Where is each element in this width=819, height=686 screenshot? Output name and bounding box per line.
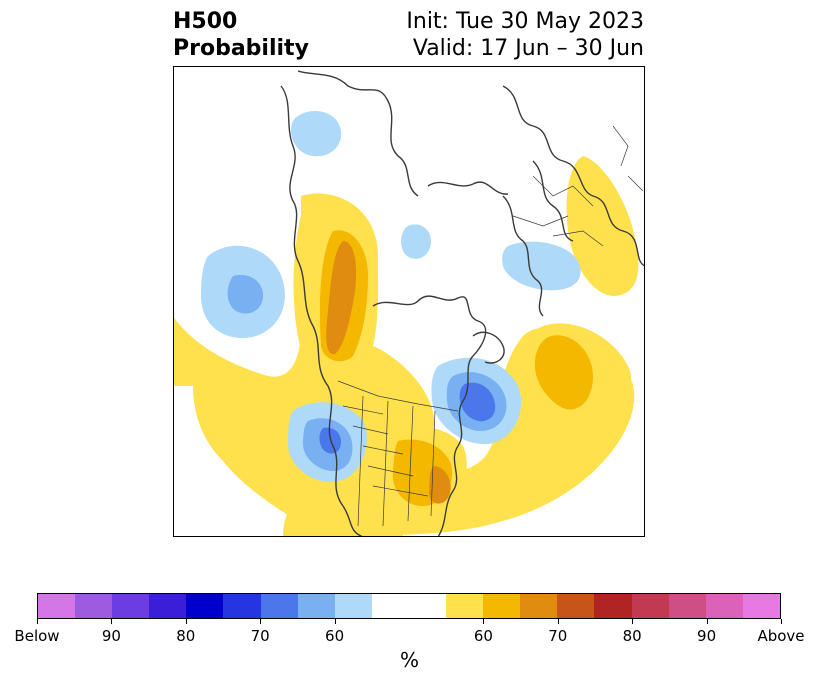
colorbar-segment bbox=[668, 594, 706, 618]
colorbar-tick-mark bbox=[260, 619, 262, 624]
colorbar-segment bbox=[520, 594, 558, 618]
below-60-siberia bbox=[291, 111, 342, 157]
colorbar bbox=[37, 593, 781, 619]
above-65-atlantic bbox=[534, 335, 593, 410]
colorbar-tick-label: 70 bbox=[250, 627, 270, 645]
colorbar-segment bbox=[297, 594, 335, 618]
title-right: Init: Tue 30 May 2023 Valid: 17 Jun – 30… bbox=[406, 8, 644, 62]
probability-map bbox=[173, 66, 645, 537]
colorbar-tick-label: Below bbox=[14, 627, 60, 645]
colorbar-tick-mark bbox=[483, 619, 485, 624]
colorbar-segment bbox=[631, 594, 669, 618]
anomaly-fills bbox=[173, 111, 639, 537]
colorbar-segment bbox=[75, 594, 113, 618]
colorbar-tick-mark bbox=[706, 619, 708, 624]
colorbar-segment bbox=[742, 594, 780, 618]
title-variable: H500 bbox=[173, 9, 238, 34]
colorbar-tick-label: 80 bbox=[176, 627, 196, 645]
colorbar-segment bbox=[705, 594, 743, 618]
above-60-band bbox=[173, 193, 635, 536]
colorbar-tick-label: 70 bbox=[548, 627, 568, 645]
colorbar-tick-mark bbox=[334, 619, 336, 624]
colorbar-segment bbox=[334, 594, 372, 618]
colorbar-segment bbox=[149, 594, 187, 618]
below-60-arctic bbox=[401, 224, 431, 259]
colorbar-tick-label: Above bbox=[757, 627, 805, 645]
colorbar-unit: % bbox=[399, 648, 419, 672]
colorbar-tick-mark bbox=[632, 619, 634, 624]
coastlines bbox=[280, 70, 645, 537]
above-60-europe bbox=[566, 156, 639, 296]
colorbar-tick-label: 80 bbox=[622, 627, 642, 645]
colorbar-tick-mark bbox=[781, 619, 782, 624]
colorbar-segment bbox=[483, 594, 521, 618]
above-70-east-us bbox=[428, 466, 451, 504]
colorbar-segment bbox=[223, 594, 261, 618]
map-frame bbox=[173, 66, 645, 537]
colorbar-segment bbox=[371, 594, 409, 618]
political-borders bbox=[337, 125, 644, 527]
init-date: Init: Tue 30 May 2023 bbox=[406, 9, 644, 34]
colorbar-tick-label: 60 bbox=[473, 627, 493, 645]
above-60-gulf bbox=[283, 501, 403, 537]
below-65-pacific bbox=[227, 274, 264, 314]
colorbar-segment bbox=[557, 594, 595, 618]
colorbar-tick-mark bbox=[557, 619, 559, 624]
valid-range: Valid: 17 Jun – 30 Jun bbox=[412, 36, 644, 61]
colorbar-segment bbox=[594, 594, 632, 618]
below-70-labrador bbox=[459, 382, 496, 422]
colorbar-segment bbox=[112, 594, 150, 618]
colorbar-tick-mark bbox=[185, 619, 187, 624]
colorbar-tick-label: 90 bbox=[101, 627, 121, 645]
colorbar-segment bbox=[408, 594, 447, 618]
title-type: Probability bbox=[173, 36, 309, 61]
colorbar-segment bbox=[186, 594, 224, 618]
above-70-pnw bbox=[326, 241, 357, 355]
colorbar-tick-label: 60 bbox=[325, 627, 345, 645]
colorbar-tick-mark bbox=[37, 619, 38, 624]
colorbar-tick-label: 90 bbox=[697, 627, 717, 645]
below-60-russia bbox=[502, 241, 581, 291]
colorbar-segment bbox=[38, 594, 76, 618]
colorbar-tick-mark bbox=[111, 619, 113, 624]
colorbar-segment bbox=[446, 594, 484, 618]
title-left: H500 Probability bbox=[173, 8, 309, 62]
colorbar-segment bbox=[260, 594, 298, 618]
